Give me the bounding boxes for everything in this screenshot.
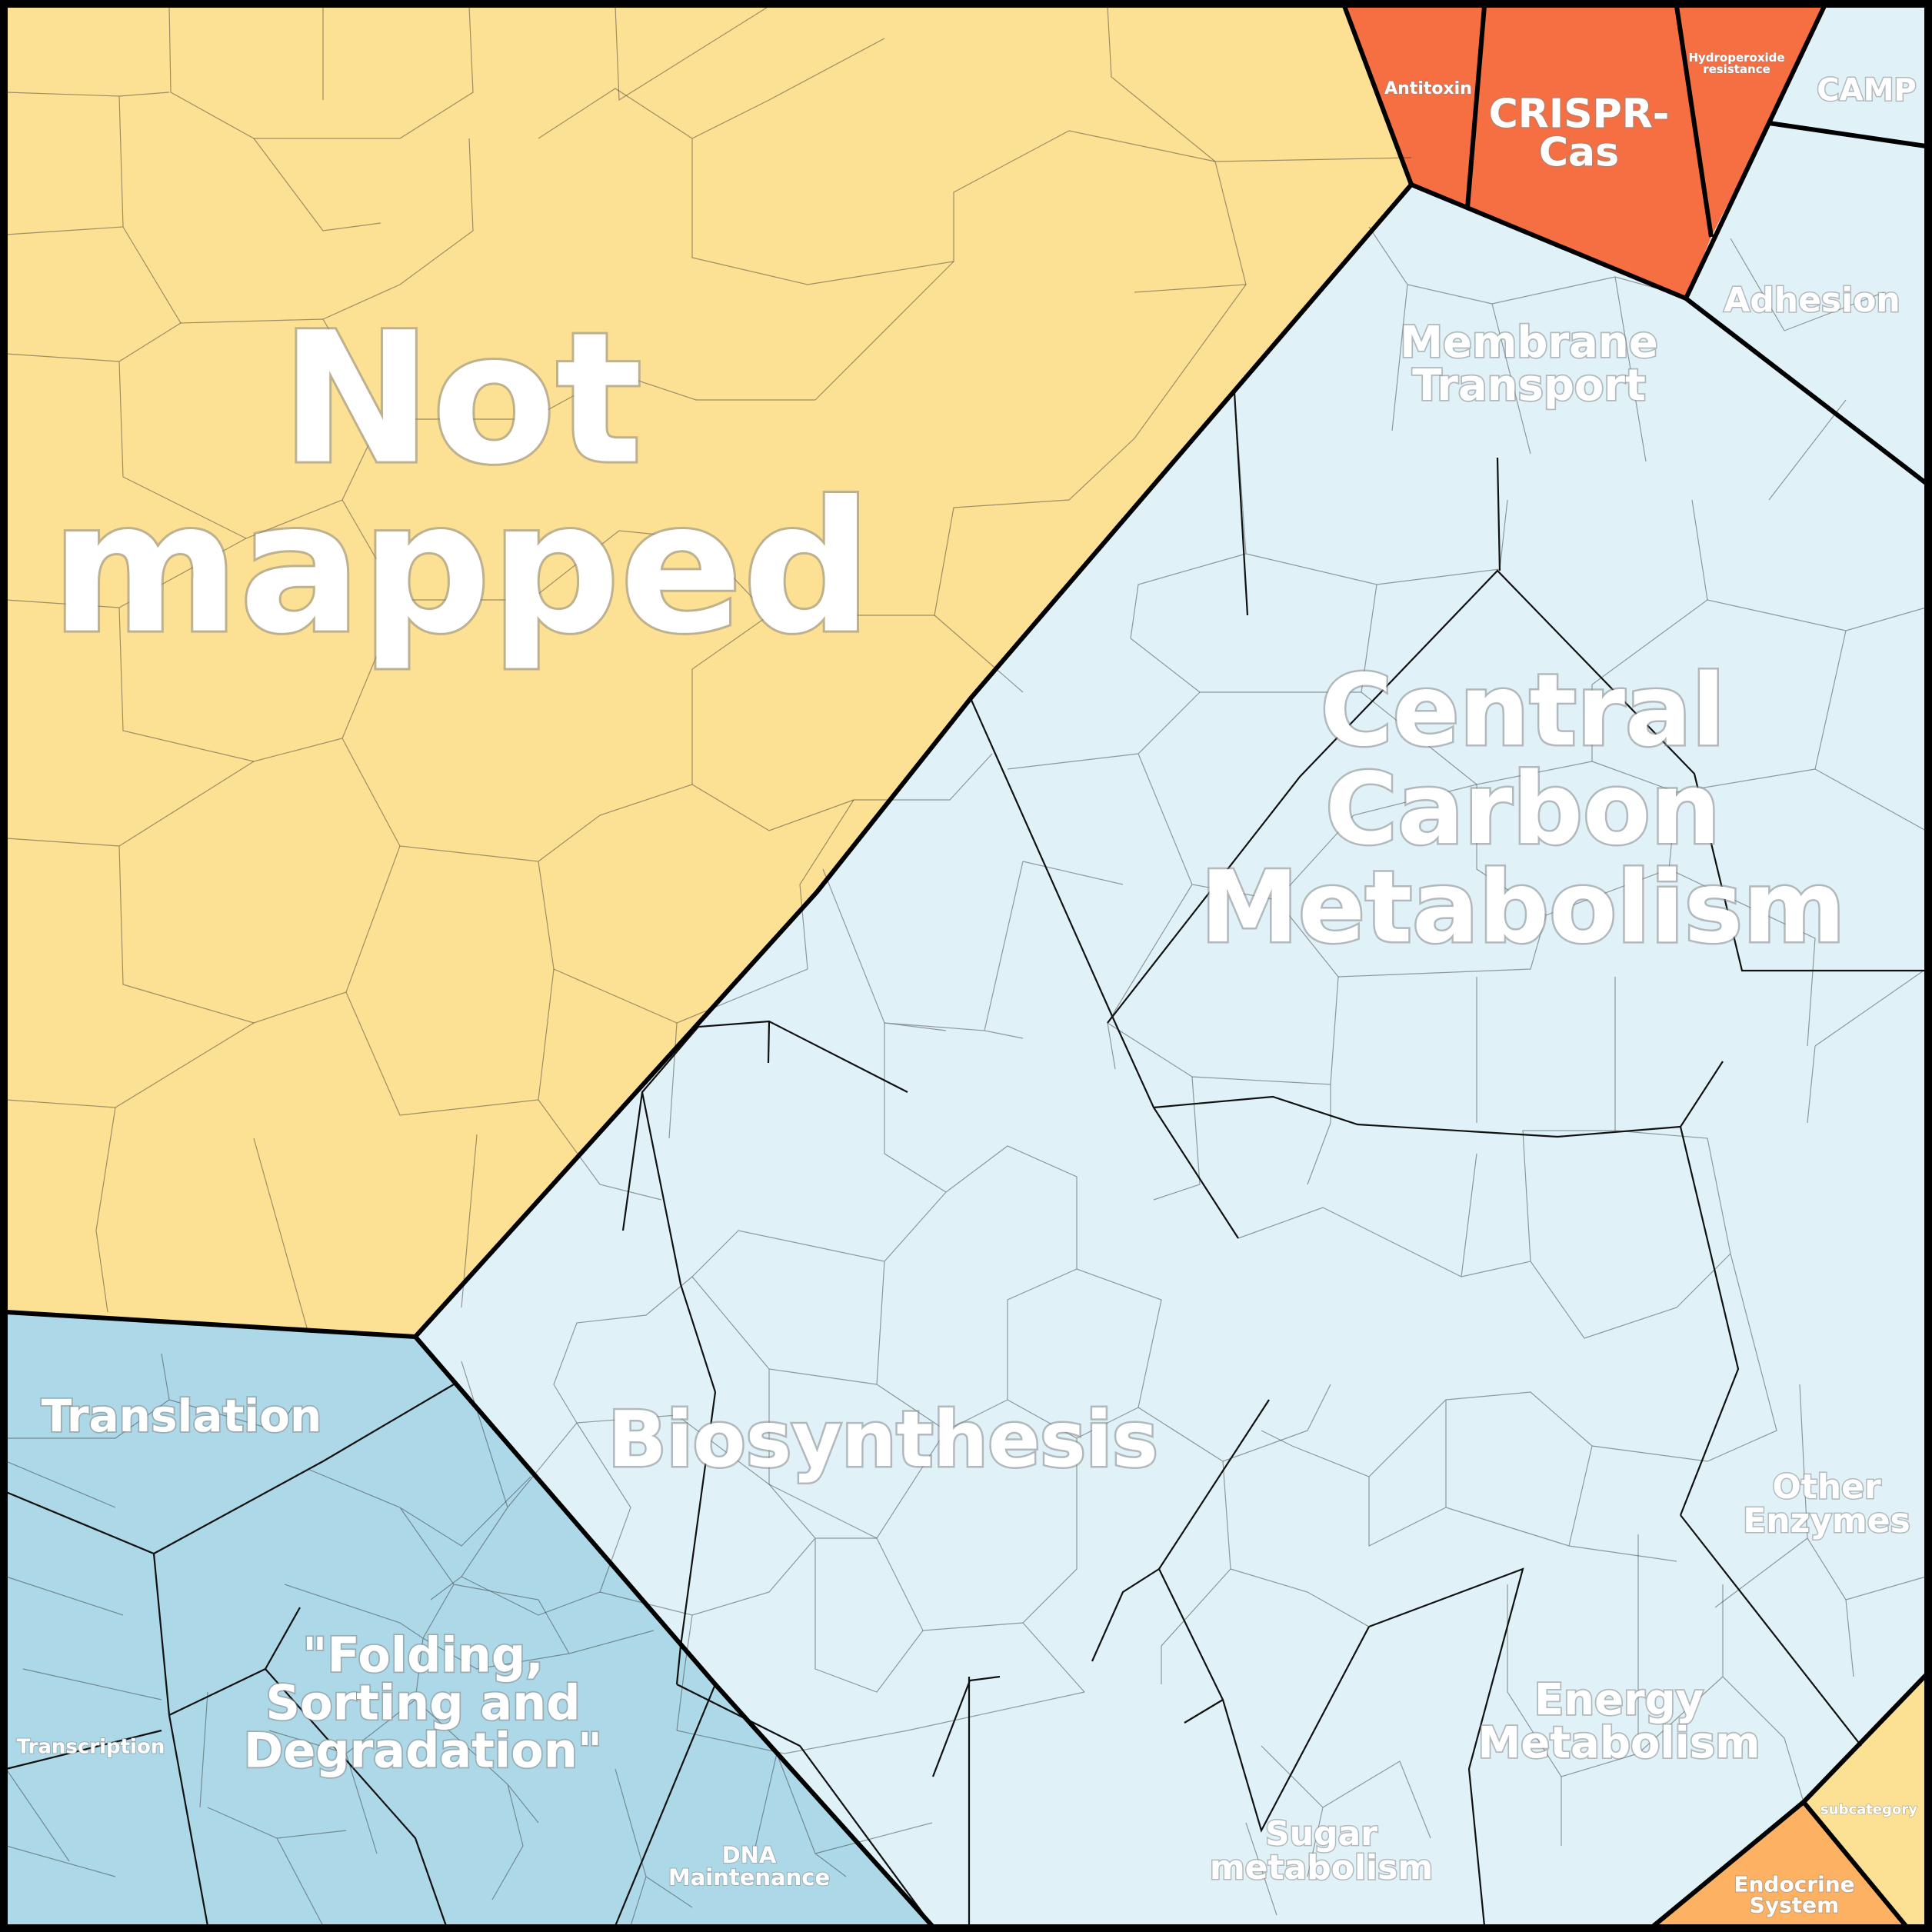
label-adhesion: Adhesion xyxy=(1724,281,1900,320)
category-boundaries xyxy=(5,5,1928,1928)
label-sugar-metabolism: Sugar metabolism xyxy=(1210,1814,1433,1887)
region-genetic-information[interactable] xyxy=(6,1312,932,1926)
label-not-mapped: Not mapped xyxy=(51,295,871,674)
label-folding: "Folding, Sorting and Degradation" xyxy=(244,1627,602,1778)
region-energy[interactable] xyxy=(1369,1515,1861,1926)
label-subcategory: subcategory xyxy=(1820,1801,1917,1817)
region-crispr[interactable] xyxy=(1467,6,1711,298)
label-central-carbon: Central Carbon Metabolism xyxy=(1201,654,1846,965)
voronoi-cell-lines xyxy=(5,5,1927,1927)
label-biosynthesis: Biosynthesis xyxy=(608,1394,1158,1484)
region-sugar[interactable] xyxy=(1065,1627,1506,1926)
region-central-carbon[interactable] xyxy=(971,392,1926,1627)
label-transcription: Transcription xyxy=(17,1735,165,1758)
region-not-mapped[interactable] xyxy=(6,6,1411,1337)
region-other-enzymes[interactable] xyxy=(1681,1223,1926,1746)
region-adhesion[interactable] xyxy=(1686,123,1926,483)
region-membrane-transport[interactable] xyxy=(1234,185,1926,557)
label-other-enzymes: Other Enzymes xyxy=(1743,1467,1910,1541)
label-endocrine: Endocrine System xyxy=(1734,1872,1854,1918)
region-antitoxin[interactable] xyxy=(1344,6,1484,208)
label-membrane-transport: Membrane Transport xyxy=(1400,318,1657,411)
label-dna-maintenance: DNA Maintenance xyxy=(668,1842,830,1890)
subcategory-boundaries xyxy=(5,391,1926,1927)
region-endocrine[interactable] xyxy=(1654,1802,1906,1926)
label-crispr: CRISPR-Cas xyxy=(1489,92,1670,176)
region-subcategory[interactable] xyxy=(1804,1675,1926,1926)
label-energy-metabolism: Energy Metabolism xyxy=(1478,1675,1760,1768)
label-hydroperoxide: Hydroperoxide resistance xyxy=(1688,51,1784,76)
label-translation: Translation xyxy=(42,1390,322,1442)
region-biosynthesis[interactable] xyxy=(415,698,1369,1926)
label-antitoxin: Antitoxin xyxy=(1384,79,1472,98)
region-hydroperoxide[interactable] xyxy=(1677,6,1824,237)
label-camp: CAMP xyxy=(1817,72,1916,108)
